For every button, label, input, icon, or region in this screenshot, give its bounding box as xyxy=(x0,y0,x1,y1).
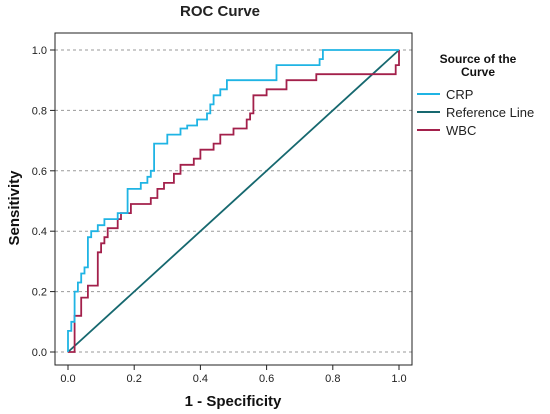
x-tick-label: 0.0 xyxy=(60,373,75,385)
y-tick-label: 1.0 xyxy=(32,45,47,57)
plot-frame xyxy=(54,32,413,366)
series-line-reference-line xyxy=(67,49,400,353)
y-tick-label: 0.0 xyxy=(32,347,47,359)
x-axis-label: 1 - Specificity xyxy=(185,393,282,410)
legend-label-reference-line: Reference Line xyxy=(446,105,534,120)
legend-title-line-1: Source of the xyxy=(440,52,517,66)
legend-title-line-2: Curve xyxy=(461,65,495,79)
axis-ticks: 0.0 0.2 0.4 0.6 0.8 1.0 0.0 0.2 0.4 0.6 0.8 1.0 xyxy=(32,45,407,385)
x-tick-label: 0.2 xyxy=(127,373,142,385)
y-tick-label: 0.4 xyxy=(32,226,47,238)
legend-label-crp: CRP xyxy=(446,87,473,102)
x-tick-label: 0.8 xyxy=(325,373,340,385)
legend-items: CRP Reference Line WBC xyxy=(417,87,534,138)
y-tick-label: 0.2 xyxy=(32,287,47,299)
y-tick-label: 0.8 xyxy=(32,105,47,117)
y-tick-label: 0.6 xyxy=(32,166,47,178)
series-line-wbc xyxy=(68,50,400,353)
legend-label-wbc: WBC xyxy=(446,123,476,138)
y-axis-label: Sensitivity xyxy=(6,170,23,246)
series-line-crp xyxy=(67,49,399,352)
x-tick-label: 1.0 xyxy=(391,373,406,385)
series-lines xyxy=(67,49,400,353)
x-tick-label: 0.4 xyxy=(193,373,208,385)
x-tick-label: 0.6 xyxy=(259,373,274,385)
legend: Source of the Curve CRP Reference Line WBC xyxy=(417,52,534,138)
chart-title: ROC Curve xyxy=(180,3,260,20)
